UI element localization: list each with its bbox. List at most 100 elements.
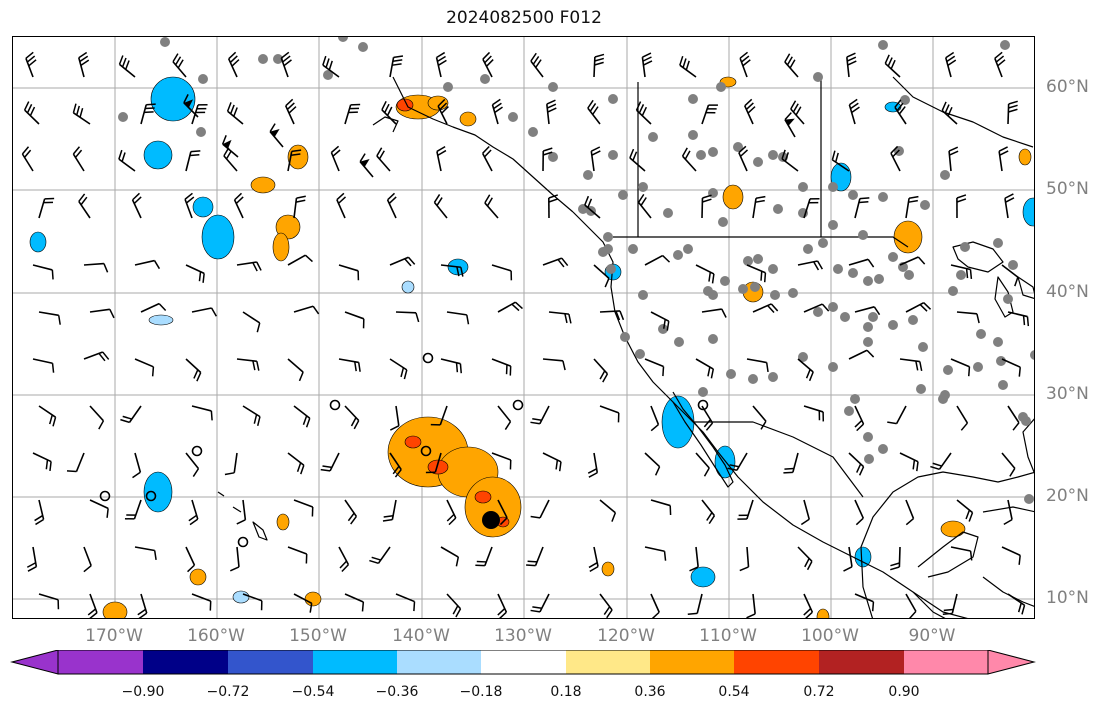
positive-anomaly-core <box>404 435 422 449</box>
wind-barb <box>650 405 660 432</box>
station-dot <box>888 252 898 262</box>
colorbar-bin <box>58 650 143 674</box>
wind-barb <box>530 593 550 613</box>
station-dot <box>863 432 873 442</box>
wind-barb <box>475 546 493 567</box>
negative-anomaly <box>854 546 872 568</box>
wind-barb <box>78 51 90 78</box>
kodiak-coastline <box>372 116 399 133</box>
station-dot <box>548 82 558 92</box>
wind-barb <box>956 405 969 431</box>
wind-barb <box>899 256 926 266</box>
station-dot <box>940 390 950 400</box>
station-dot <box>748 374 758 384</box>
yucatan-coastline <box>917 531 979 578</box>
wind-barb <box>389 405 400 431</box>
florida-coastline <box>1022 418 1034 474</box>
wind-barb <box>689 546 699 572</box>
wind-barb <box>899 358 923 372</box>
wind-barb <box>440 264 464 277</box>
wind-barb <box>644 254 671 266</box>
wind-barb <box>1004 193 1015 219</box>
wind-barb <box>744 98 756 125</box>
wind-barb <box>38 405 57 427</box>
wind-barb <box>530 52 544 78</box>
wind-barb <box>185 150 201 172</box>
colorbar-bin <box>819 650 904 674</box>
positive-anomaly <box>272 232 290 262</box>
station-dot <box>828 362 838 372</box>
lon-label: 170°W <box>85 626 143 646</box>
station-dot <box>943 365 953 375</box>
wind-barb <box>269 123 284 148</box>
lat-label: 30°N <box>1046 384 1089 404</box>
negative-anomaly-weak <box>148 314 174 326</box>
colorbar-tick: −0.36 <box>375 684 419 700</box>
lat-label: 50°N <box>1046 179 1089 199</box>
wind-barb <box>701 104 718 125</box>
wind-barb <box>120 405 142 424</box>
wind-barb <box>854 593 875 612</box>
station-dot <box>738 284 748 294</box>
station-dot <box>258 54 268 64</box>
wind-barb <box>287 546 308 564</box>
positive-anomaly <box>250 176 276 194</box>
wind-barb <box>797 546 813 571</box>
station-dot <box>868 312 878 322</box>
wind-barb <box>593 53 605 78</box>
wind-barb <box>546 99 557 125</box>
wind-barb <box>644 358 665 377</box>
wind-barb <box>548 194 559 219</box>
wind-barb <box>437 98 449 125</box>
station-dot <box>878 444 888 454</box>
wind-barb <box>635 101 652 125</box>
wind-barb <box>803 405 825 422</box>
wind-barb <box>1007 593 1026 615</box>
wind-barb <box>695 264 715 284</box>
hawaii-island <box>232 506 242 513</box>
wind-barb <box>1001 452 1016 477</box>
station-dot <box>828 220 838 230</box>
station-dot <box>338 37 348 42</box>
wind-barb <box>629 148 646 172</box>
wind-barb <box>242 593 263 611</box>
station-dot <box>993 238 1003 248</box>
colorbar-extend-high <box>987 650 1036 675</box>
wind-barb <box>338 358 361 372</box>
wind-barb <box>433 194 448 219</box>
lon-label: 110°W <box>699 626 757 646</box>
wind-barb <box>25 51 37 78</box>
wind-barb <box>727 452 748 471</box>
wind-barb <box>944 51 957 78</box>
negative-anomaly-weak <box>401 280 415 294</box>
wind-barb <box>530 405 550 425</box>
wind-barb <box>542 257 569 268</box>
wind-barb <box>287 254 313 266</box>
wind-barb <box>956 194 967 219</box>
wind-barb <box>650 311 670 331</box>
wind-barb <box>695 452 710 477</box>
wind-barb <box>242 405 261 427</box>
wind-barb <box>284 98 297 125</box>
station-dot <box>833 264 843 274</box>
station-dot <box>618 190 628 200</box>
wind-barb <box>905 302 932 313</box>
wind-barb <box>226 102 244 125</box>
wind-barb <box>89 405 105 430</box>
wind-barb <box>890 145 901 172</box>
station-dot <box>648 132 658 142</box>
wind-barb <box>701 499 716 525</box>
wind-barb <box>542 147 553 172</box>
wind-barb <box>637 193 652 219</box>
station-dot <box>698 387 708 397</box>
station-dot <box>788 288 798 298</box>
wind-barb <box>124 499 142 520</box>
wind-barb <box>905 499 915 526</box>
lake-huron <box>1017 276 1034 300</box>
station-dot <box>658 324 668 334</box>
station-dot <box>608 94 618 104</box>
wind-barb <box>389 358 408 380</box>
wind-barb <box>998 146 1009 172</box>
wind-barb <box>848 258 875 268</box>
station-dot <box>798 352 808 362</box>
